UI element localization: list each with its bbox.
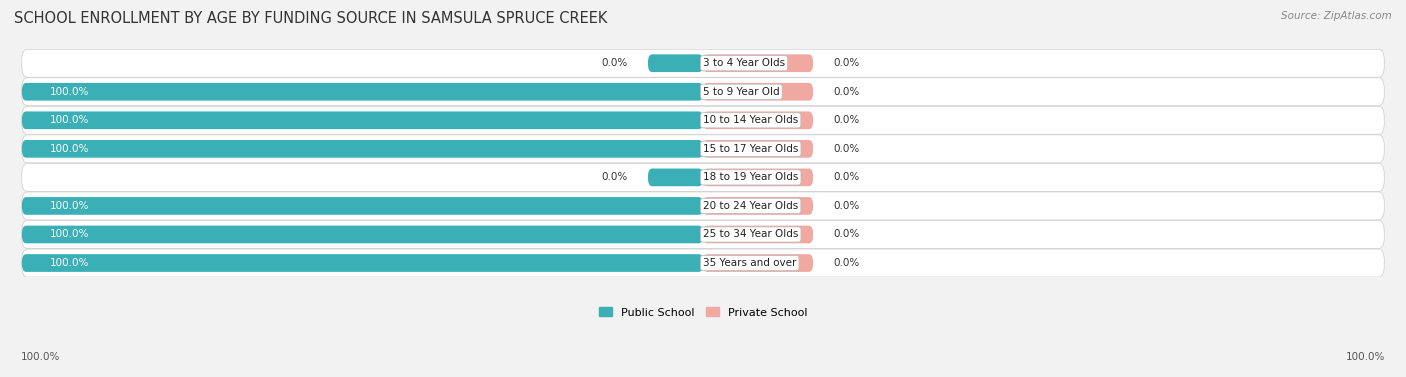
Text: 10 to 14 Year Olds: 10 to 14 Year Olds	[703, 115, 799, 125]
FancyBboxPatch shape	[21, 163, 1385, 192]
Text: 0.0%: 0.0%	[602, 58, 627, 68]
Text: 0.0%: 0.0%	[834, 58, 860, 68]
Text: SCHOOL ENROLLMENT BY AGE BY FUNDING SOURCE IN SAMSULA SPRUCE CREEK: SCHOOL ENROLLMENT BY AGE BY FUNDING SOUR…	[14, 11, 607, 26]
FancyBboxPatch shape	[22, 225, 703, 243]
Text: 100.0%: 100.0%	[49, 258, 89, 268]
FancyBboxPatch shape	[21, 78, 1385, 106]
Text: 25 to 34 Year Olds: 25 to 34 Year Olds	[703, 230, 799, 239]
Text: 100.0%: 100.0%	[49, 201, 89, 211]
FancyBboxPatch shape	[22, 140, 703, 158]
Text: 3 to 4 Year Olds: 3 to 4 Year Olds	[703, 58, 785, 68]
FancyBboxPatch shape	[21, 249, 1385, 277]
Text: 100.0%: 100.0%	[1346, 352, 1385, 362]
Text: 0.0%: 0.0%	[834, 172, 860, 182]
Text: 5 to 9 Year Old: 5 to 9 Year Old	[703, 87, 779, 97]
FancyBboxPatch shape	[648, 54, 703, 72]
FancyBboxPatch shape	[703, 83, 813, 101]
FancyBboxPatch shape	[22, 254, 703, 272]
Text: 0.0%: 0.0%	[834, 258, 860, 268]
Text: 20 to 24 Year Olds: 20 to 24 Year Olds	[703, 201, 799, 211]
Text: 0.0%: 0.0%	[834, 230, 860, 239]
Text: 100.0%: 100.0%	[21, 352, 60, 362]
Text: 0.0%: 0.0%	[602, 172, 627, 182]
Text: 18 to 19 Year Olds: 18 to 19 Year Olds	[703, 172, 799, 182]
Text: 0.0%: 0.0%	[834, 115, 860, 125]
FancyBboxPatch shape	[21, 106, 1385, 134]
Text: 0.0%: 0.0%	[834, 144, 860, 154]
FancyBboxPatch shape	[703, 140, 813, 158]
Text: 0.0%: 0.0%	[834, 87, 860, 97]
Text: 100.0%: 100.0%	[49, 230, 89, 239]
FancyBboxPatch shape	[703, 197, 813, 215]
FancyBboxPatch shape	[21, 135, 1385, 163]
FancyBboxPatch shape	[703, 169, 813, 186]
Text: 100.0%: 100.0%	[49, 87, 89, 97]
Text: 35 Years and over: 35 Years and over	[703, 258, 796, 268]
FancyBboxPatch shape	[703, 112, 813, 129]
Text: 100.0%: 100.0%	[49, 115, 89, 125]
FancyBboxPatch shape	[703, 54, 813, 72]
FancyBboxPatch shape	[703, 254, 813, 272]
Text: 0.0%: 0.0%	[834, 201, 860, 211]
FancyBboxPatch shape	[22, 112, 703, 129]
FancyBboxPatch shape	[22, 197, 703, 215]
FancyBboxPatch shape	[21, 192, 1385, 220]
Text: Source: ZipAtlas.com: Source: ZipAtlas.com	[1281, 11, 1392, 21]
FancyBboxPatch shape	[703, 225, 813, 243]
FancyBboxPatch shape	[21, 49, 1385, 77]
Legend: Public School, Private School: Public School, Private School	[595, 303, 811, 322]
FancyBboxPatch shape	[22, 83, 703, 101]
Text: 15 to 17 Year Olds: 15 to 17 Year Olds	[703, 144, 799, 154]
Text: 100.0%: 100.0%	[49, 144, 89, 154]
FancyBboxPatch shape	[21, 221, 1385, 248]
FancyBboxPatch shape	[648, 169, 703, 186]
